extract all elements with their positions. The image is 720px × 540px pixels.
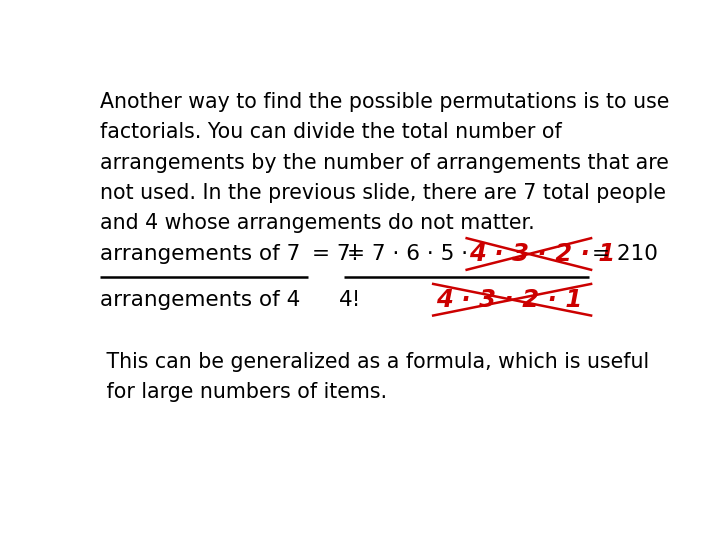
- Text: Another way to find the possible permutations is to use: Another way to find the possible permuta…: [100, 92, 670, 112]
- Text: 4 · 3 · 2 · 1: 4 · 3 · 2 · 1: [469, 242, 616, 266]
- Text: 4!: 4!: [339, 290, 362, 310]
- Text: = 210: = 210: [593, 244, 658, 264]
- Text: This can be generalized as a formula, which is useful: This can be generalized as a formula, wh…: [100, 352, 649, 372]
- Text: arrangements of 4: arrangements of 4: [100, 290, 300, 310]
- Text: = 7!: = 7!: [312, 244, 359, 264]
- Text: for large numbers of items.: for large numbers of items.: [100, 382, 387, 402]
- Text: arrangements by the number of arrangements that are: arrangements by the number of arrangemen…: [100, 152, 669, 173]
- Text: and 4 whose arrangements do not matter.: and 4 whose arrangements do not matter.: [100, 213, 535, 233]
- Text: 4 · 3 · 2 · 1: 4 · 3 · 2 · 1: [436, 288, 582, 312]
- Text: factorials. You can divide the total number of: factorials. You can divide the total num…: [100, 122, 562, 142]
- Text: = 7 · 6 · 5 ·: = 7 · 6 · 5 ·: [347, 244, 474, 264]
- Text: arrangements of 7: arrangements of 7: [100, 244, 300, 264]
- Text: not used. In the previous slide, there are 7 total people: not used. In the previous slide, there a…: [100, 183, 666, 203]
